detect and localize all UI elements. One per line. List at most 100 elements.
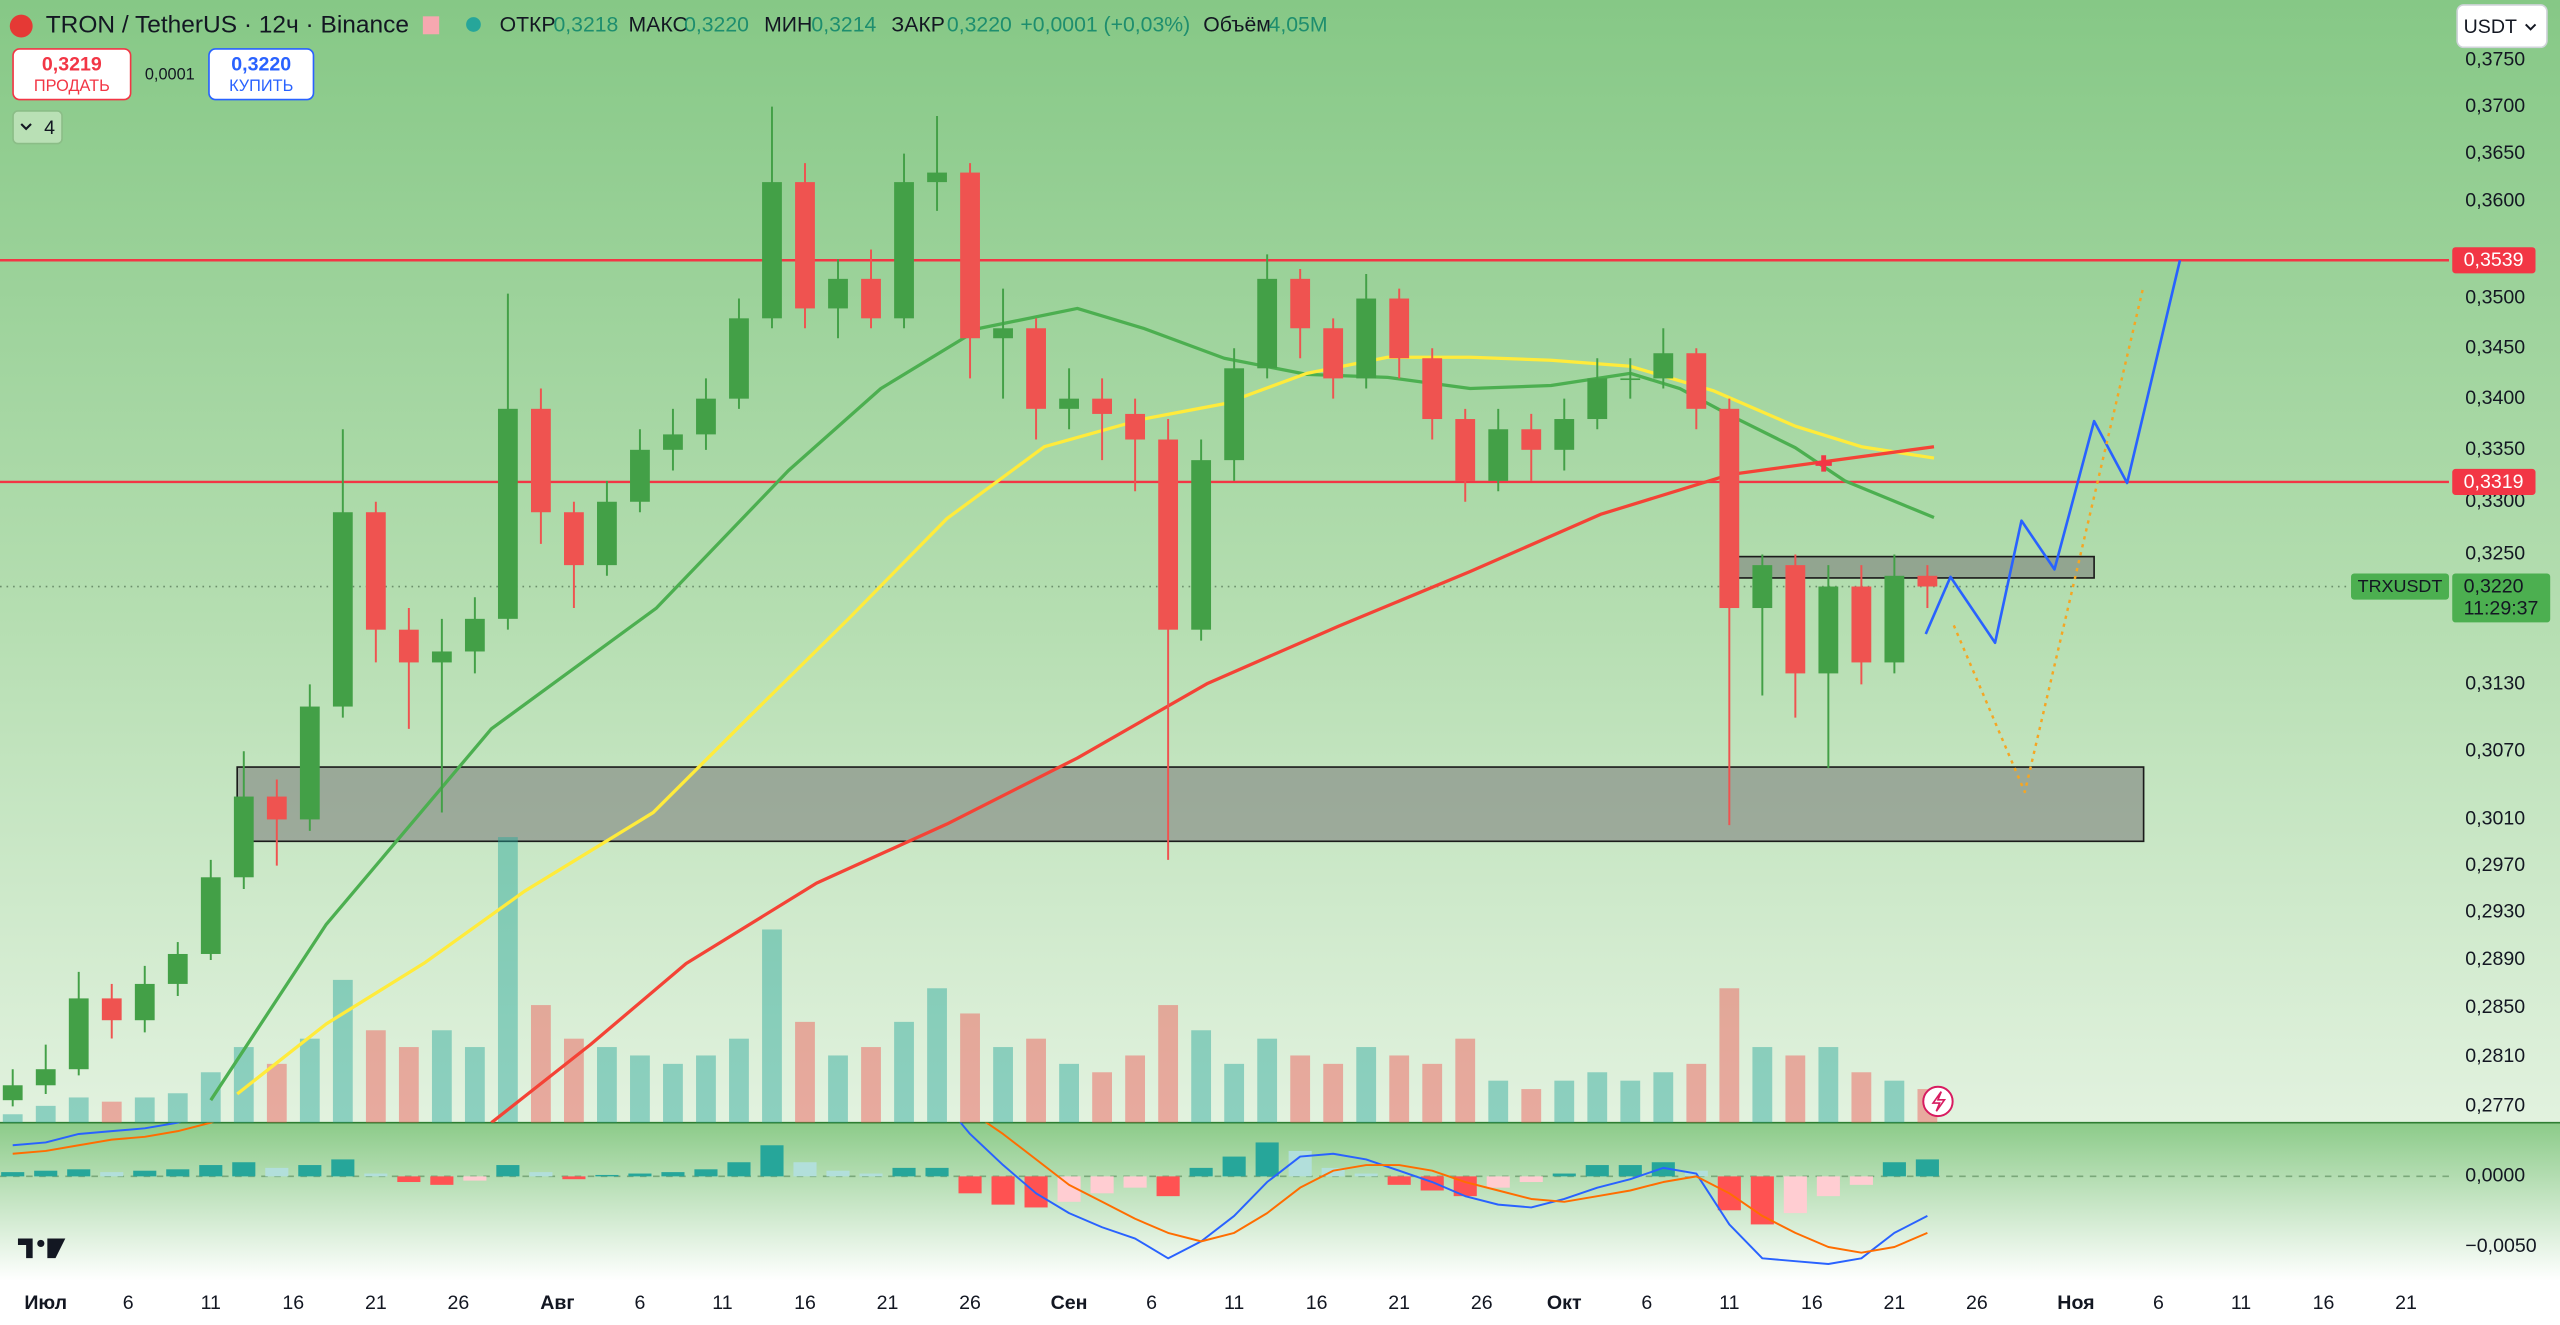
sell-button[interactable]: 0,3219 ПРОДАТЬ	[12, 48, 132, 101]
candle-body	[1125, 413, 1146, 440]
y-tick-label: 0,3350	[2465, 438, 2525, 460]
main-pane	[0, 106, 2449, 1123]
sell-label[interactable]: ПРОДАТЬ	[34, 77, 110, 95]
candle-body	[1323, 328, 1344, 379]
volume-bar	[1224, 1063, 1245, 1123]
volume-bar	[1818, 1047, 1839, 1123]
cross-marker	[1815, 455, 1832, 472]
low-label: МИН	[764, 14, 812, 37]
close-label: ЗАКР	[891, 14, 944, 37]
x-tick-label: 26	[1966, 1292, 1988, 1314]
status-dot	[466, 17, 481, 32]
high-label: МАКС	[629, 14, 688, 37]
volume-bar	[233, 1047, 254, 1123]
candle-body	[696, 398, 716, 435]
indicators-box[interactable]	[12, 110, 63, 145]
x-tick-label: 16	[794, 1292, 816, 1314]
macd-histogram-bar	[1915, 1159, 1939, 1177]
volume-bar	[1554, 1080, 1575, 1123]
candle-body	[1851, 586, 1872, 663]
projection-path	[1952, 285, 2145, 794]
candle-body	[332, 512, 353, 707]
macd-histogram-bar	[727, 1162, 751, 1177]
currency-label[interactable]: USDT	[2464, 16, 2517, 38]
candle-body	[431, 651, 452, 663]
macd-histogram-bar	[991, 1176, 1015, 1205]
y-tick-label: 0,2930	[2465, 901, 2525, 923]
macd-histogram-bar	[463, 1176, 487, 1181]
sell-price[interactable]: 0,3219	[42, 53, 102, 75]
candle-body	[1356, 298, 1377, 379]
volume-bar	[1785, 1055, 1806, 1123]
candle-body	[1257, 278, 1278, 369]
price-label: 0,3319	[2464, 471, 2524, 493]
currency-box[interactable]	[2456, 4, 2548, 49]
candle-body	[1917, 575, 1938, 587]
candle-body	[530, 408, 551, 513]
macd-histogram-bar	[793, 1162, 817, 1177]
volume-bar	[1719, 988, 1740, 1123]
lightning-circle[interactable]	[1922, 1085, 1954, 1118]
x-tick-label: Сен	[1051, 1292, 1088, 1314]
quick-action-button[interactable]	[1922, 1085, 1954, 1118]
candle-body	[200, 877, 221, 954]
volume-bar	[927, 988, 947, 1123]
volume-bar	[1125, 1055, 1146, 1123]
tradingview-logo	[17, 1238, 66, 1259]
x-tick-label: 6	[123, 1292, 134, 1314]
volume-bar	[1290, 1055, 1311, 1123]
volume-bar	[960, 1013, 980, 1123]
macd-histogram-bar	[595, 1174, 619, 1177]
volume-bar	[398, 1047, 419, 1123]
candle-body	[1389, 298, 1410, 359]
x-tick-label: 16	[2313, 1292, 2335, 1314]
macd-histogram-bar	[562, 1176, 586, 1180]
lightning-icon[interactable]	[1931, 1091, 1947, 1112]
candle-body	[729, 318, 749, 399]
buy-label[interactable]: КУПИТЬ	[229, 77, 293, 95]
x-tick-label: 11	[1224, 1292, 1244, 1314]
macd-histogram-bar	[1156, 1176, 1180, 1197]
candle-body	[597, 501, 617, 566]
y-tick-label: 0,3500	[2465, 287, 2525, 309]
candle-body	[1620, 378, 1641, 381]
buy-button[interactable]: 0,3220 КУПИТЬ	[208, 48, 315, 101]
buy-box[interactable]	[208, 48, 315, 101]
sell-box[interactable]	[12, 48, 132, 101]
currency-select[interactable]: USDT	[2456, 4, 2548, 49]
volume-bar	[828, 1055, 848, 1123]
main-pane-background	[0, 0, 2560, 1123]
candle-body	[1224, 368, 1245, 461]
volume-bar	[696, 1055, 716, 1123]
symbol-title: TRON / TetherUS · 12ч · Binance	[46, 12, 409, 39]
macd-histogram-bar	[1882, 1162, 1906, 1177]
indicators-count[interactable]: 4	[44, 117, 55, 139]
volume-bar	[1389, 1055, 1410, 1123]
macd-histogram-bar	[958, 1176, 982, 1194]
macd-histogram-bar	[397, 1176, 421, 1183]
price-label-box	[2452, 247, 2536, 274]
macd-histogram-bar	[628, 1173, 652, 1177]
current-price-box	[2452, 573, 2551, 623]
open-label: ОТКР	[500, 14, 556, 37]
x-tick-label: Июл	[24, 1292, 67, 1314]
y-tick-label: 0,3700	[2465, 95, 2525, 117]
chevron-icon[interactable]	[20, 123, 32, 131]
volume-bar	[1092, 1072, 1113, 1123]
volume-bar	[134, 1097, 155, 1123]
volume-label: Объём	[1203, 14, 1271, 37]
macd-histogram-bar	[1, 1172, 25, 1177]
indicators-toggle[interactable]: 4	[12, 110, 63, 145]
chevron-icon[interactable]	[2525, 23, 2537, 31]
volume-bar	[1356, 1047, 1377, 1123]
candle-body	[1818, 586, 1839, 674]
y-tick-label: 0,2770	[2465, 1095, 2525, 1117]
macd-histogram-bar	[34, 1170, 58, 1177]
macd-histogram-bar	[1816, 1176, 1840, 1197]
buy-price[interactable]: 0,3220	[231, 53, 291, 75]
volume-value: 4,05M	[1269, 14, 1328, 37]
macd-histogram-bar	[364, 1173, 388, 1177]
candle-body	[1554, 419, 1575, 450]
